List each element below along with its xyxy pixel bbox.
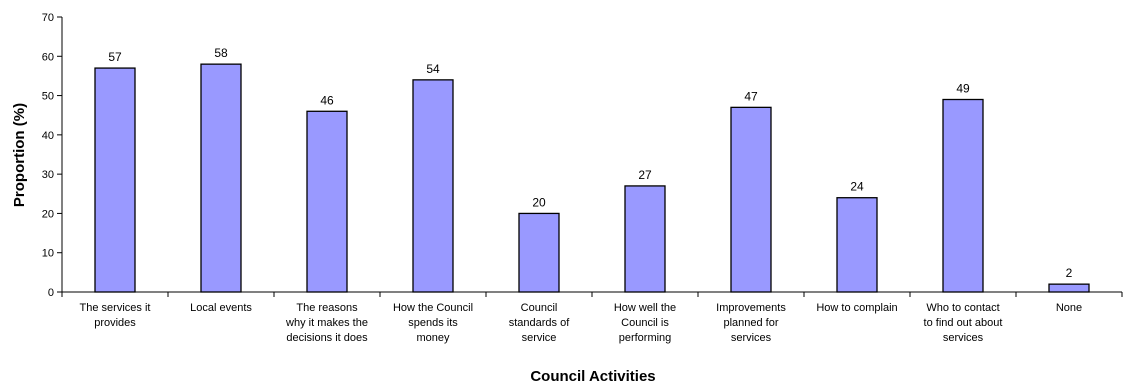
category-label: Improvements planned for services <box>716 302 786 344</box>
data-label: 27 <box>638 168 652 182</box>
x-axis-title: Council Activities <box>530 368 655 385</box>
bars <box>94 63 1090 293</box>
y-tick-label: 40 <box>42 130 54 142</box>
bar <box>200 63 242 293</box>
data-label: 58 <box>214 46 228 60</box>
data-label: 49 <box>956 82 970 96</box>
data-label: 20 <box>532 195 546 209</box>
category-label: How to complain <box>816 302 897 314</box>
bar <box>412 79 454 293</box>
y-axis-ticks: 0 10 20 30 40 50 60 70 <box>42 12 1123 299</box>
bar <box>836 197 878 293</box>
y-tick-label: 30 <box>42 169 54 181</box>
bar <box>1048 283 1090 293</box>
y-tick-label: 0 <box>48 287 54 299</box>
data-label: 54 <box>426 62 440 76</box>
category-label: None <box>1056 302 1082 314</box>
data-label: 24 <box>850 180 864 194</box>
bar <box>518 212 560 293</box>
y-axis-title: Proportion (%) <box>11 103 28 207</box>
category-label: How well the Council is performing <box>614 302 676 344</box>
data-labels: 57 58 46 54 20 27 47 24 49 2 <box>108 46 1072 280</box>
category-label: Local events <box>190 302 252 314</box>
bar <box>942 98 984 293</box>
y-tick-label: 10 <box>42 248 54 260</box>
category-label: Council standards of service <box>509 302 570 344</box>
bar <box>730 106 772 293</box>
y-tick-label: 70 <box>42 12 54 24</box>
data-label: 2 <box>1066 266 1073 280</box>
category-label: The services it provides <box>80 302 151 329</box>
bar <box>306 110 348 293</box>
x-axis-tick-labels: The services it provides Local events The r… <box>80 302 1083 344</box>
y-tick-label: 20 <box>42 208 54 220</box>
category-label: How the Council spends its money <box>393 302 473 344</box>
category-label: Who to contact to find out about services <box>924 302 1003 344</box>
data-label: 46 <box>320 93 334 107</box>
y-tick-label: 50 <box>42 91 54 103</box>
y-tick-label: 60 <box>42 51 54 63</box>
data-label: 47 <box>744 89 758 103</box>
data-label: 57 <box>108 50 122 64</box>
bar <box>624 185 666 293</box>
bar <box>94 67 136 293</box>
category-label: The reasons why it makes the decisions it … <box>285 302 368 344</box>
